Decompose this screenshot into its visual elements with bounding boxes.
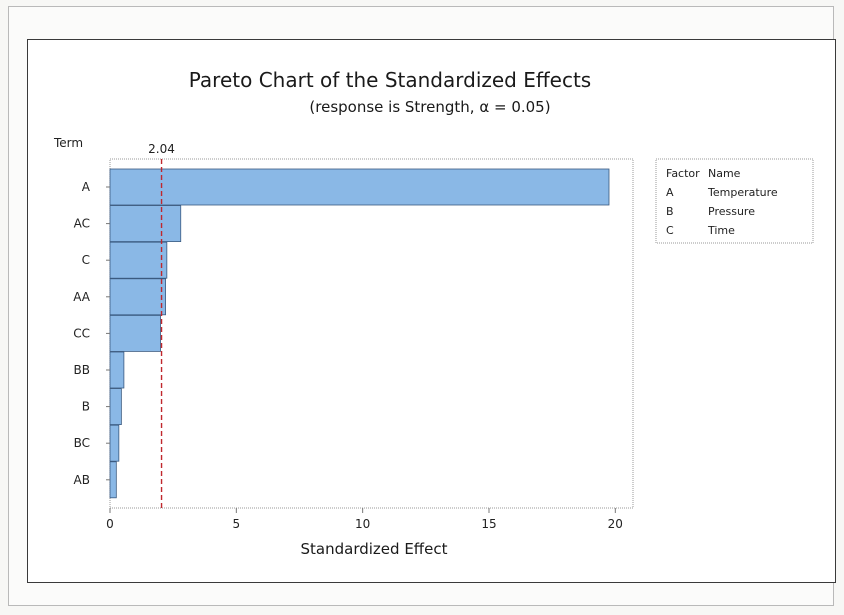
bar-a [109,168,610,206]
x-axis-label: Standardized Effect [301,540,448,558]
reference-line-label: 2.04 [148,142,175,156]
bar-ac [109,205,182,243]
legend-header-name: Name [708,167,741,180]
legend-factor-b: B [666,205,674,218]
legend-name-pressure: Pressure [708,205,755,218]
x-tick-label-0: 0 [106,517,114,531]
chart-title: Pareto Chart of the Standardized Effects [189,68,591,92]
factor-legend: Factor Name A Temperature B Pressure C T… [655,158,814,244]
legend-factor-a: A [666,186,674,199]
legend-header-factor: Factor [666,167,700,180]
y-tick-label-c: C [82,253,90,267]
y-tick-label-a: A [82,180,91,194]
x-tick-label-20: 20 [608,517,623,531]
plot-area [109,158,634,509]
bars-layer [109,168,610,499]
x-tick-label-15: 15 [481,517,496,531]
y-tick-label-bc: BC [74,436,90,450]
y-tick-label-bb: BB [74,363,90,377]
bar-bb [109,351,125,389]
y-axis-label: Term [53,136,83,150]
x-tick-label-5: 5 [233,517,241,531]
y-tick-label-ac: AC [74,217,90,231]
bar-b [109,388,122,426]
legend-factor-c: C [666,224,674,237]
y-tick-label-ab: AB [74,473,90,487]
bar-bc [109,424,120,462]
x-ticks-layer: 0 5 10 15 20 [106,508,623,531]
legend-box [655,158,814,244]
y-tick-label-cc: CC [73,326,90,340]
x-tick-label-10: 10 [355,517,370,531]
bar-ab [109,461,117,499]
legend-name-temperature: Temperature [707,186,778,199]
chart-subtitle: (response is Strength, α = 0.05) [309,98,550,116]
bar-cc [109,314,161,352]
y-tick-label-b: B [82,400,90,414]
y-tick-label-aa: AA [73,290,91,304]
bar-aa [109,278,166,316]
bar-c [109,241,168,279]
legend-name-time: Time [707,224,735,237]
